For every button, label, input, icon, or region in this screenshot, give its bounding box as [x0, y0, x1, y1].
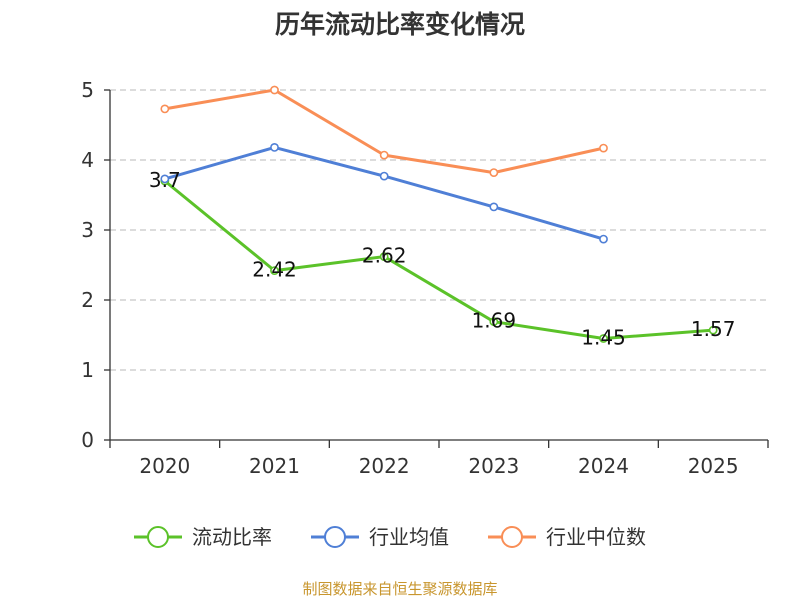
data-point-0	[599, 334, 608, 343]
data-label: 1.57	[691, 317, 736, 341]
legend-marker	[501, 526, 523, 548]
y-tick-label: 3	[81, 218, 94, 242]
source-note: 制图数据来自恒生聚源数据库	[302, 580, 497, 598]
y-tick-label: 0	[81, 428, 94, 452]
data-point-1	[379, 171, 389, 181]
data-label: 1.45	[581, 326, 626, 350]
legend-label: 流动比率	[192, 525, 272, 549]
series-group	[160, 85, 718, 343]
data-point-0	[270, 266, 279, 275]
data-point-2	[379, 150, 389, 160]
x-tick-label: 2022	[359, 454, 410, 478]
data-point-0	[489, 317, 499, 327]
data-point-2	[489, 168, 499, 177]
y-tick-label: 1	[81, 358, 94, 382]
data-point-0	[708, 325, 718, 335]
data-point-1	[160, 174, 170, 184]
legend-label: 行业中位数	[546, 525, 646, 549]
chart-title: 历年流动比率变化情况	[275, 10, 525, 39]
data-label: 3.7	[149, 168, 181, 192]
x-tick-label: 2020	[139, 454, 190, 478]
data-labels: 3.7 2.42 2.62 1.69 1.45 1.57	[149, 168, 736, 350]
data-point-0	[379, 252, 389, 261]
data-label: 2.42	[252, 258, 297, 282]
legend-marker	[324, 526, 346, 548]
data-label: 1.69	[472, 309, 517, 333]
x-tick-label: 2021	[249, 454, 300, 478]
y-tick-label: 4	[81, 148, 94, 172]
data-point-2	[599, 143, 608, 153]
series-line-0	[163, 179, 714, 340]
data-point-1	[270, 142, 279, 152]
data-label: 2.62	[362, 244, 407, 268]
x-tick-label: 2024	[578, 454, 629, 478]
series-line-1	[164, 145, 604, 241]
x-tick-label: 2023	[468, 454, 519, 478]
grid-lines	[110, 89, 768, 371]
data-point-1	[599, 234, 608, 244]
data-point-2	[160, 104, 170, 114]
axes: 0 1 2 3 4 5 2020 2021 2022 2023 2024 2025	[81, 78, 769, 478]
data-point-2	[270, 85, 279, 95]
y-tick-label: 5	[81, 78, 94, 102]
y-tick-label: 2	[81, 288, 94, 312]
legend: 流动比率 行业均值 行业中位数	[134, 525, 646, 549]
legend-label: 行业均值	[369, 525, 449, 549]
data-point-1	[489, 202, 499, 212]
legend-marker	[147, 526, 169, 548]
x-tick-label: 2025	[688, 454, 739, 478]
